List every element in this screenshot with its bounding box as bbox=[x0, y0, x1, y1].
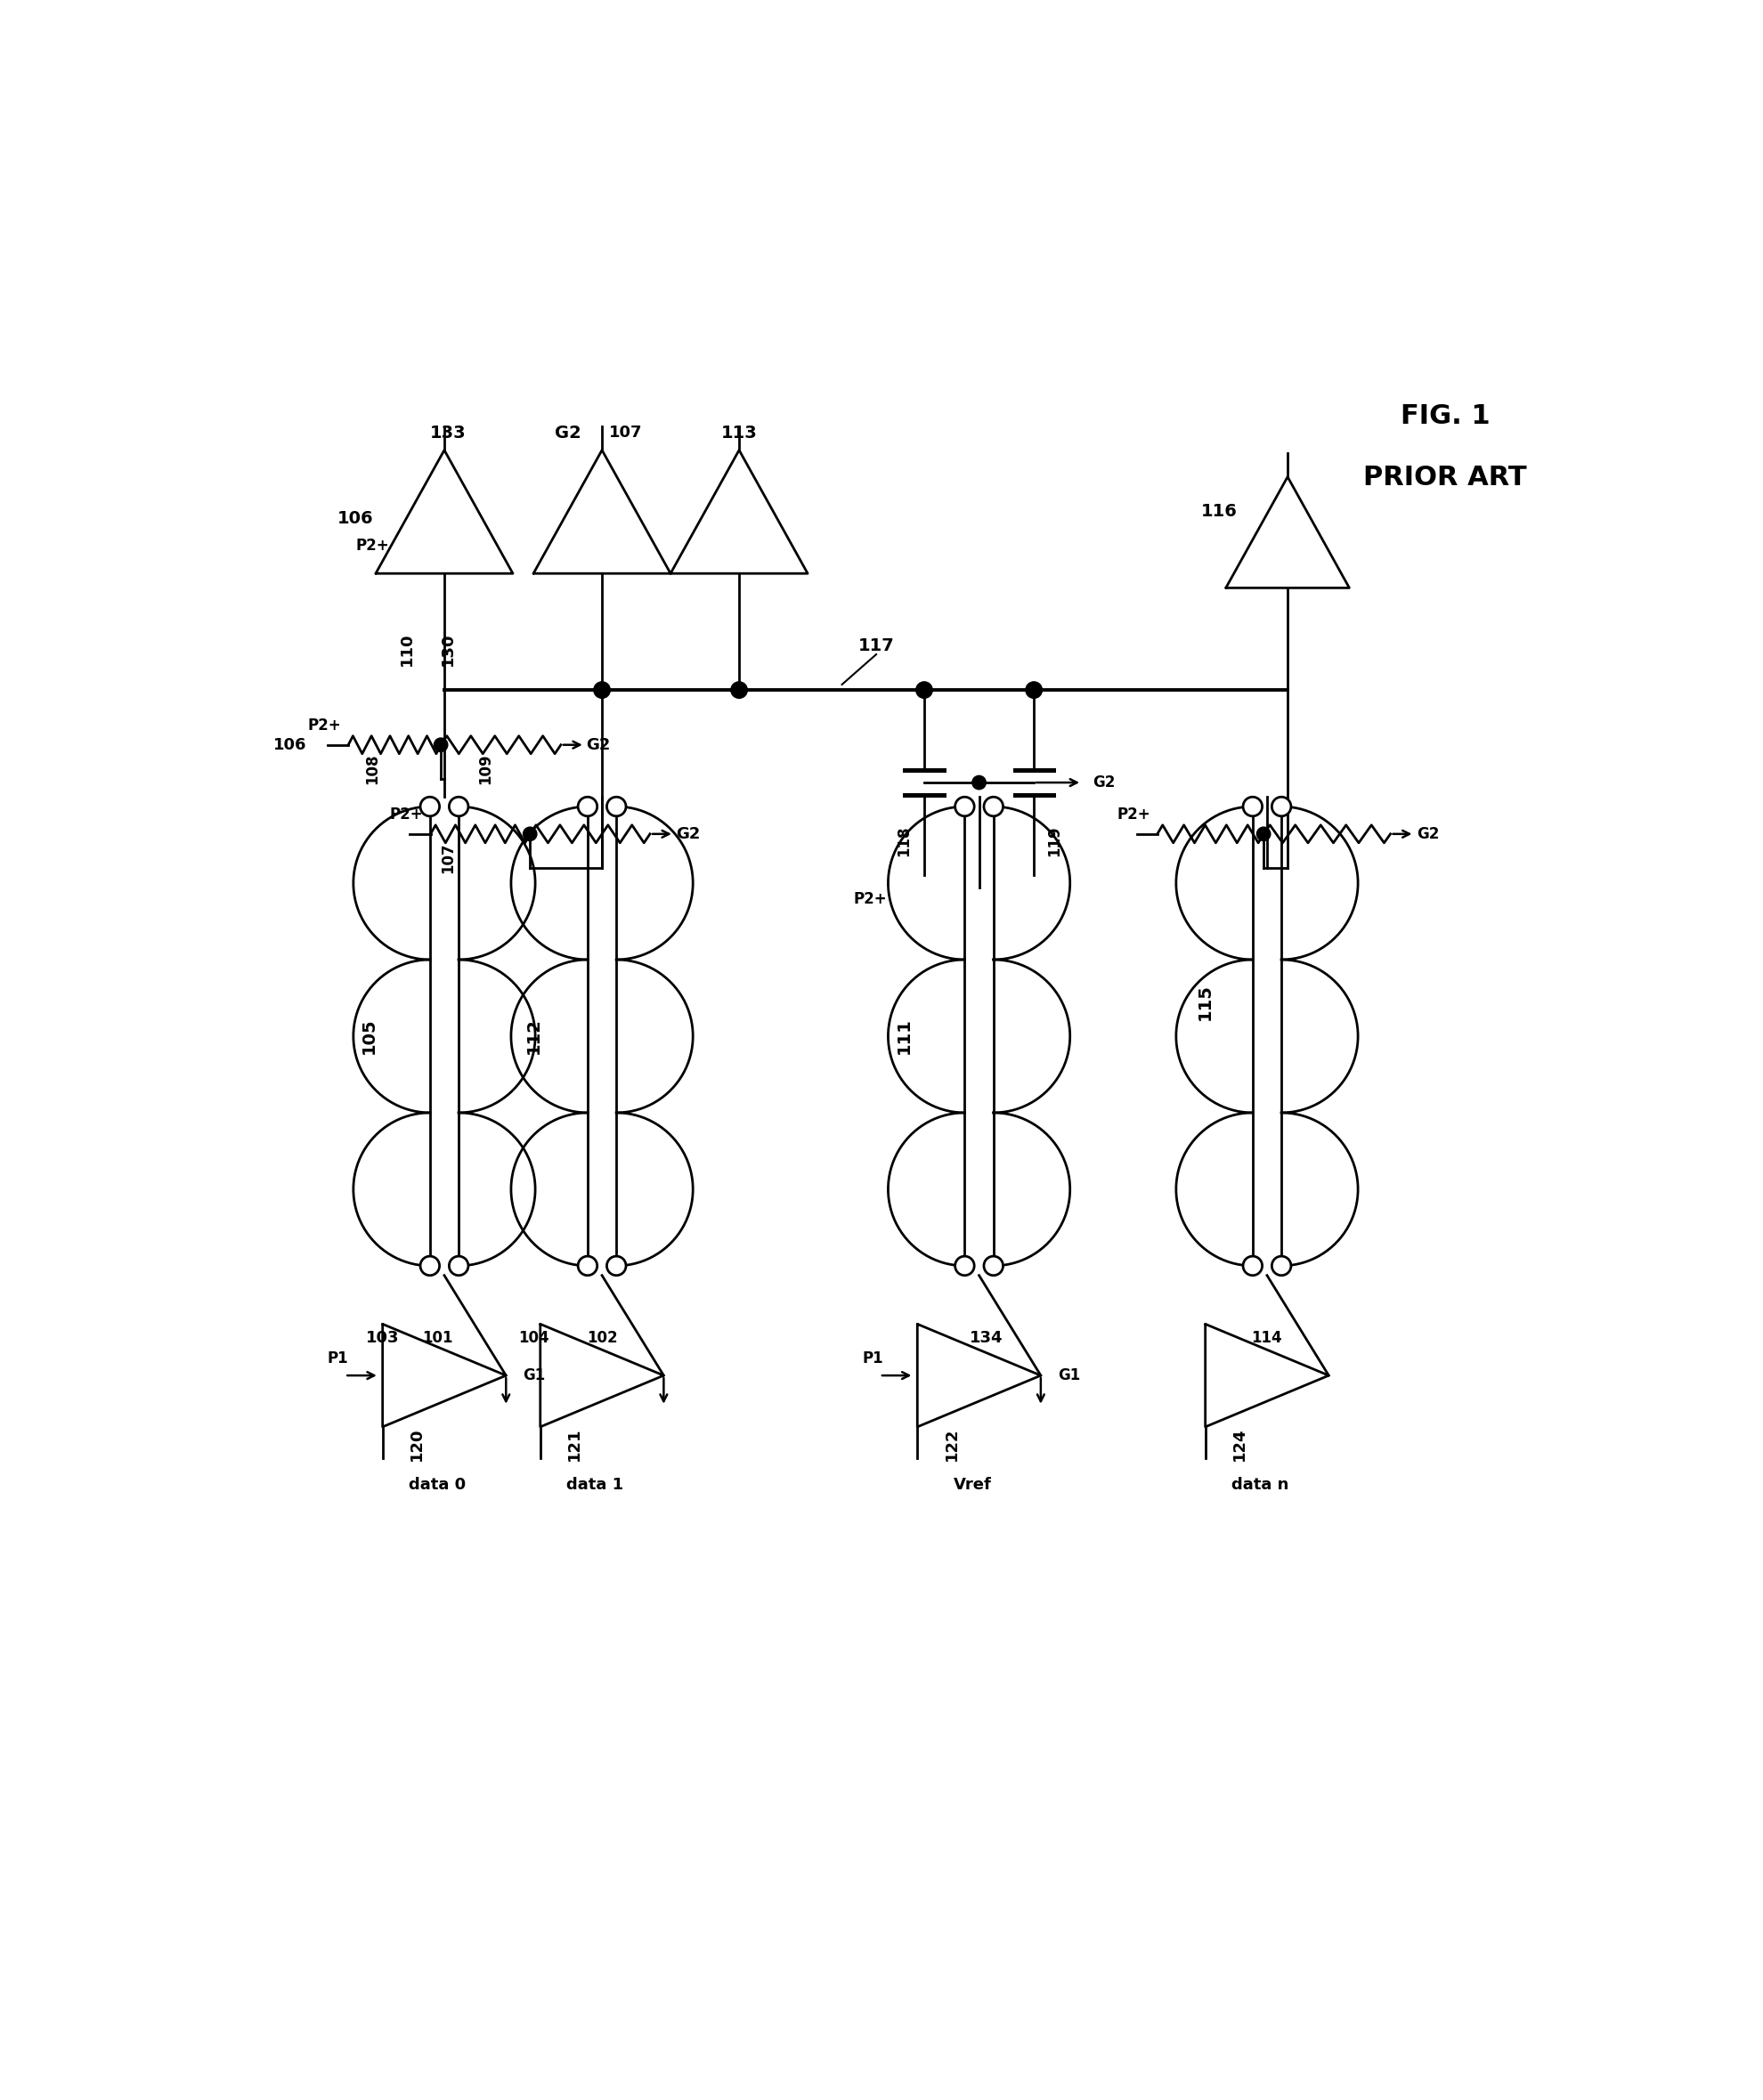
Text: 107: 107 bbox=[439, 842, 455, 874]
Text: P2+: P2+ bbox=[356, 538, 390, 554]
Circle shape bbox=[578, 1256, 598, 1275]
Circle shape bbox=[578, 796, 598, 817]
Circle shape bbox=[1255, 827, 1269, 840]
Text: G2: G2 bbox=[1091, 775, 1114, 790]
Text: 124: 124 bbox=[1231, 1428, 1246, 1462]
Text: 114: 114 bbox=[1252, 1329, 1282, 1346]
Text: P2+: P2+ bbox=[1116, 806, 1149, 823]
Circle shape bbox=[1271, 796, 1291, 817]
Circle shape bbox=[954, 796, 973, 817]
Text: 116: 116 bbox=[1201, 504, 1236, 521]
Circle shape bbox=[420, 1256, 439, 1275]
Text: 105: 105 bbox=[360, 1018, 377, 1054]
Circle shape bbox=[420, 796, 439, 817]
Text: 103: 103 bbox=[365, 1329, 398, 1346]
Text: 133: 133 bbox=[430, 424, 465, 441]
Circle shape bbox=[1243, 796, 1262, 817]
Text: 109: 109 bbox=[478, 754, 494, 783]
Text: 121: 121 bbox=[566, 1428, 582, 1462]
Text: 106: 106 bbox=[273, 737, 307, 754]
Circle shape bbox=[984, 1256, 1003, 1275]
Text: 108: 108 bbox=[365, 754, 381, 783]
Circle shape bbox=[594, 682, 610, 697]
Text: P1: P1 bbox=[862, 1350, 883, 1367]
Text: 102: 102 bbox=[587, 1329, 617, 1346]
Circle shape bbox=[434, 737, 448, 752]
Text: 104: 104 bbox=[518, 1329, 548, 1346]
Circle shape bbox=[1024, 682, 1042, 697]
Circle shape bbox=[1271, 1256, 1291, 1275]
Text: 120: 120 bbox=[409, 1428, 425, 1462]
Text: G2: G2 bbox=[1416, 825, 1439, 842]
Text: FIG. 1: FIG. 1 bbox=[1400, 403, 1490, 428]
Circle shape bbox=[730, 682, 748, 697]
Text: PRIOR ART: PRIOR ART bbox=[1363, 464, 1527, 491]
Text: 110: 110 bbox=[398, 632, 414, 666]
Text: 130: 130 bbox=[439, 632, 455, 666]
Text: G2: G2 bbox=[675, 825, 700, 842]
Text: 101: 101 bbox=[421, 1329, 453, 1346]
Text: P1: P1 bbox=[328, 1350, 349, 1367]
Text: G2: G2 bbox=[554, 424, 580, 441]
Circle shape bbox=[915, 682, 933, 697]
Text: 134: 134 bbox=[968, 1329, 1001, 1346]
Text: data 1: data 1 bbox=[566, 1476, 624, 1493]
Text: 115: 115 bbox=[1197, 983, 1213, 1021]
Text: P2+: P2+ bbox=[307, 718, 340, 733]
Text: 117: 117 bbox=[857, 636, 894, 653]
Text: data n: data n bbox=[1231, 1476, 1289, 1493]
Circle shape bbox=[954, 1256, 973, 1275]
Text: P2+: P2+ bbox=[853, 890, 887, 907]
Text: 122: 122 bbox=[943, 1428, 959, 1462]
Circle shape bbox=[450, 796, 467, 817]
Text: 113: 113 bbox=[721, 424, 756, 441]
Circle shape bbox=[606, 796, 626, 817]
Text: G1: G1 bbox=[1058, 1367, 1081, 1384]
Text: G1: G1 bbox=[524, 1367, 545, 1384]
Circle shape bbox=[450, 1256, 467, 1275]
Text: data 0: data 0 bbox=[409, 1476, 465, 1493]
Text: 106: 106 bbox=[337, 510, 374, 527]
Text: G2: G2 bbox=[585, 737, 610, 754]
Circle shape bbox=[984, 796, 1003, 817]
Circle shape bbox=[1243, 1256, 1262, 1275]
Circle shape bbox=[524, 827, 536, 840]
Text: 107: 107 bbox=[608, 424, 642, 441]
Text: 118: 118 bbox=[896, 825, 911, 857]
Text: Vref: Vref bbox=[952, 1476, 991, 1493]
Circle shape bbox=[971, 775, 986, 790]
Text: 119: 119 bbox=[1045, 825, 1061, 857]
Text: P2+: P2+ bbox=[390, 806, 423, 823]
Text: 112: 112 bbox=[525, 1018, 541, 1054]
Circle shape bbox=[606, 1256, 626, 1275]
Text: 111: 111 bbox=[896, 1018, 911, 1054]
